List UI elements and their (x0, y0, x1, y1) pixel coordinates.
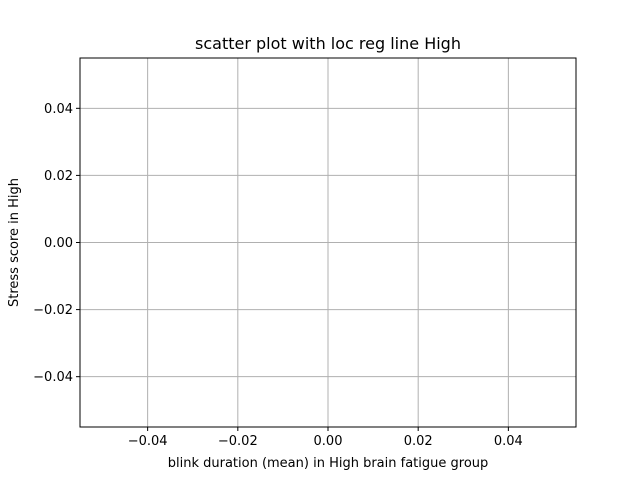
y-axis-label: Stress score in High (7, 178, 22, 307)
y-tick-label: −0.04 (33, 370, 73, 385)
chart-title: scatter plot with loc reg line High (195, 34, 461, 53)
y-tick-label: 0.02 (44, 169, 73, 184)
x-tick-label: 0.00 (314, 434, 343, 449)
x-tick-label: 0.04 (494, 434, 523, 449)
y-tick-label: 0.04 (44, 102, 73, 117)
x-tick-label: 0.02 (404, 434, 433, 449)
x-tick-label: −0.04 (128, 434, 168, 449)
grid-layer (80, 58, 576, 427)
x-axis-ticks: −0.04 −0.02 0.00 0.02 0.04 (128, 427, 523, 449)
y-tick-label: −0.02 (33, 303, 73, 318)
y-tick-label: 0.00 (44, 236, 73, 251)
x-tick-label: −0.02 (218, 434, 258, 449)
y-axis-ticks: −0.04 −0.02 0.00 0.02 0.04 (33, 102, 80, 385)
x-axis-label: blink duration (mean) in High brain fati… (168, 456, 489, 471)
